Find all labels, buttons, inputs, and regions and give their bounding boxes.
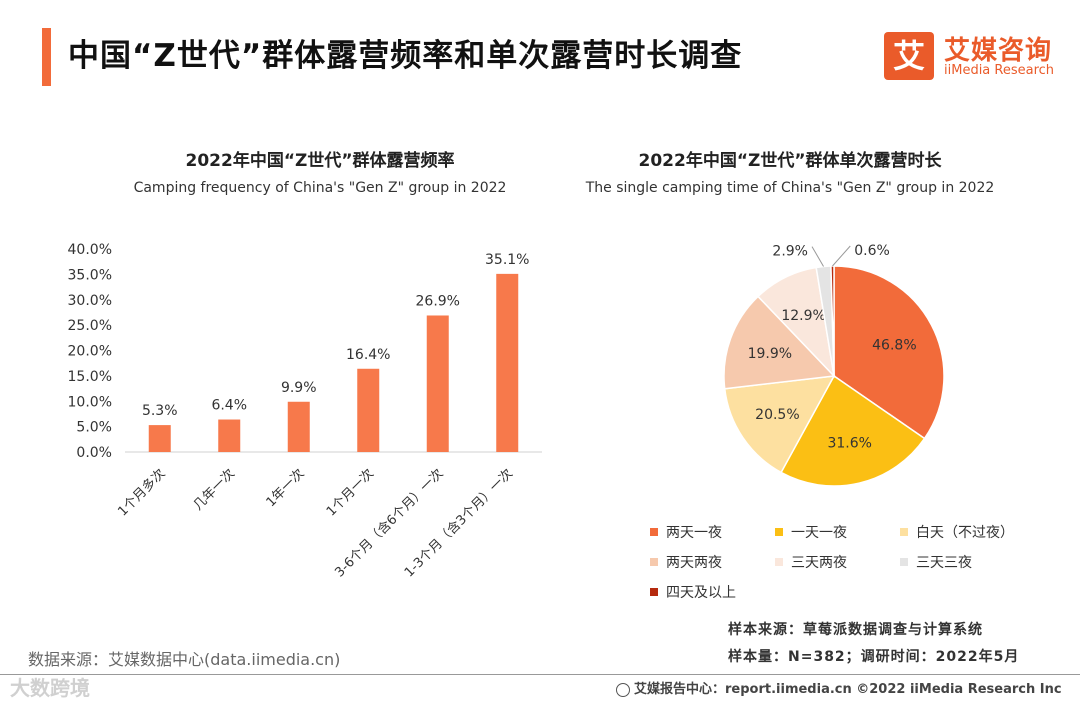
slice-value-label: 31.6%	[827, 435, 871, 451]
pie-legend: 两天一夜 一天一夜 白天（不过夜） 两天两夜 三天两夜 三天三夜四天及以上	[650, 522, 1070, 612]
pie-slice	[780, 374, 926, 487]
legend-item: 三天两夜	[775, 552, 847, 572]
legend-label: 两天一夜	[666, 525, 722, 541]
slice-value-label: 0.6%	[854, 243, 890, 259]
logo-english-name: iiMedia Research	[944, 63, 1055, 78]
legend-label: 两天两夜	[666, 555, 722, 571]
bar-value-label: 16.4%	[346, 347, 390, 363]
bar	[148, 425, 171, 452]
footer-divider	[0, 674, 1080, 675]
bar-value-label: 35.1%	[485, 252, 529, 268]
logo-chinese-name: 艾媒咨询	[944, 36, 1053, 66]
bar	[357, 368, 380, 452]
watermark: 大数跨境	[10, 676, 90, 700]
legend-swatch	[650, 558, 658, 566]
y-tick-label: 35.0%	[68, 267, 112, 283]
legend-label: 三天三夜	[916, 555, 972, 571]
bar	[218, 419, 241, 452]
leader-line	[832, 245, 851, 267]
pie-slice	[833, 265, 945, 440]
bar	[496, 273, 519, 452]
legend-swatch	[650, 588, 658, 596]
slice-value-label: 2.9%	[772, 244, 808, 260]
brand-logo: 艾 艾媒咨询 iiMedia Research	[884, 30, 1074, 84]
x-tick-label: 1年一次	[263, 466, 308, 511]
legend-label: 一天一夜	[791, 525, 847, 541]
bar-chart-subtitle: Camping frequency of China's "Gen Z" gro…	[133, 180, 507, 196]
legend-item: 两天一夜	[650, 522, 722, 542]
leader-line	[811, 246, 824, 267]
sample-source: 样本来源：草莓派数据调查与计算系统	[728, 622, 983, 638]
legend-swatch	[775, 558, 783, 566]
legend-item: 四天及以上	[650, 582, 736, 602]
data-source: 数据来源：艾媒数据中心(data.iimedia.cn)	[28, 650, 341, 669]
legend-swatch	[650, 528, 658, 536]
pie-slice	[723, 295, 836, 390]
y-tick-label: 0.0%	[76, 445, 112, 461]
bar-chart: 0.0% 5.0% 10.0% 15.0% 20.0% 25.0% 30.0% 35.0% 40…	[68, 242, 542, 580]
slice-value-label: 46.8%	[872, 337, 916, 353]
pie-chart: 46.8% 31.6% 20.5% 19.9% 12.9% 2.9% 0.6%	[723, 243, 945, 487]
sample-size: 样本量：N=382；调研时间：2022年5月	[728, 649, 1020, 665]
legend-item: 两天两夜	[650, 552, 722, 572]
bar-chart-title: 2022年中国“Z世代”群体露营频率	[185, 151, 455, 171]
pie-chart-title: 2022年中国“Z世代”群体单次露营时长	[638, 151, 942, 171]
slice-value-label: 20.5%	[755, 407, 799, 423]
legend-swatch	[775, 528, 783, 536]
legend-swatch	[900, 558, 908, 566]
bar-value-label: 5.3%	[142, 403, 178, 419]
y-tick-label: 40.0%	[68, 242, 112, 258]
footer-credit: 艾媒报告中心：report.iimedia.cn ©2022 iiMedia R…	[616, 678, 1062, 697]
legend-item: 一天一夜	[775, 522, 847, 542]
legend-label: 三天两夜	[791, 555, 847, 571]
logo-mark: 艾	[884, 32, 934, 80]
slice-value-label: 12.9%	[781, 308, 825, 324]
legend-item: 白天（不过夜）	[900, 522, 1014, 542]
footer-text: 艾媒报告中心：report.iimedia.cn ©2022 iiMedia R…	[634, 682, 1062, 697]
bar-value-label: 6.4%	[211, 398, 247, 414]
legend-label: 白天（不过夜）	[916, 525, 1014, 541]
pie-slice	[830, 265, 835, 377]
y-tick-label: 15.0%	[68, 369, 112, 385]
legend-label: 四天及以上	[666, 585, 736, 601]
bar	[426, 315, 449, 452]
globe-icon	[616, 682, 630, 697]
x-tick-label: 1个月多次	[115, 466, 169, 520]
x-tick-label: 1个月一次	[323, 466, 377, 520]
pie-chart-subtitle: The single camping time of China's "Gen …	[585, 180, 995, 196]
y-tick-label: 30.0%	[68, 293, 112, 309]
y-tick-label: 5.0%	[76, 420, 112, 436]
y-tick-label: 10.0%	[68, 394, 112, 410]
slice-value-label: 19.9%	[748, 346, 792, 362]
pie-slice	[723, 375, 836, 474]
legend-swatch	[900, 528, 908, 536]
bar-value-label: 9.9%	[281, 380, 317, 396]
bar-value-label: 26.9%	[416, 293, 460, 309]
bar	[287, 401, 310, 452]
legend-item: 三天三夜	[900, 552, 972, 572]
title-accent-bar	[42, 28, 51, 86]
page-title: 中国“Z世代”群体露营频率和单次露营时长调查	[68, 38, 743, 74]
x-tick-label: 几年一次	[190, 466, 238, 514]
y-tick-label: 25.0%	[68, 318, 112, 334]
y-tick-label: 20.0%	[68, 344, 112, 360]
